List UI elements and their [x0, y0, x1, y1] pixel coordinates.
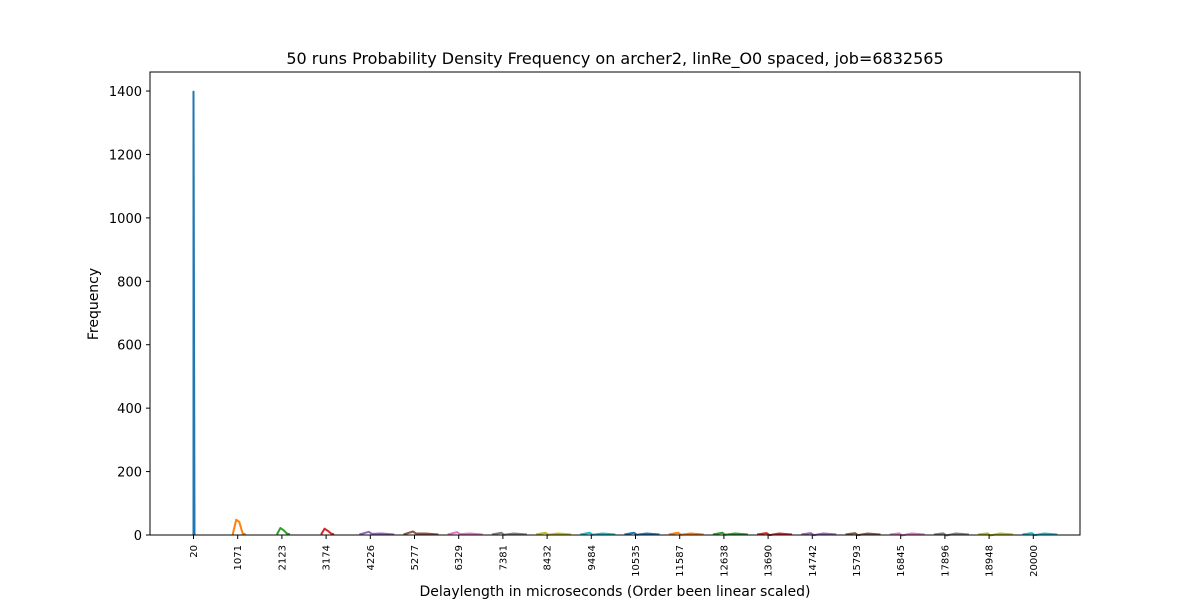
x-axis-label: Delaylength in microseconds (Order been …: [420, 584, 811, 600]
x-tick-label: 14742: [808, 545, 819, 577]
density-series-1071: [231, 518, 247, 536]
x-tick-label: 17896: [940, 545, 951, 577]
x-tick-label: 11587: [675, 545, 686, 577]
y-axis: 0 200 400 600 800 1000 1200 1400: [109, 85, 150, 544]
x-tick-label: 15793: [852, 545, 863, 577]
y-tick-label: 600: [117, 339, 142, 354]
x-tick-label: 20000: [1029, 545, 1040, 577]
y-tick-label: 1000: [109, 212, 142, 227]
x-tick-label: 10535: [631, 545, 642, 577]
density-series-4226: [359, 530, 395, 536]
x-tick-label: 1071: [233, 545, 244, 570]
density-series-10535: [624, 531, 660, 536]
density-series-11587: [668, 531, 704, 536]
density-series-20: [192, 90, 196, 536]
y-tick-label: 800: [117, 275, 142, 290]
y-tick-label: 0: [134, 529, 142, 544]
density-series-2123: [276, 527, 291, 536]
x-tick-label: 8432: [543, 545, 554, 570]
y-axis-label: Frequency: [86, 268, 102, 340]
density-series-12638: [712, 531, 748, 536]
x-tick-label: 9484: [587, 545, 598, 570]
y-tick-label: 200: [117, 466, 142, 481]
density-series-7381: [491, 531, 527, 536]
density-series-8432: [535, 531, 572, 536]
x-tick-label: 7381: [498, 545, 509, 570]
density-series-5277: [403, 530, 439, 536]
x-tick-label: 4226: [366, 545, 377, 570]
x-tick-label: 18948: [985, 545, 996, 577]
chart-title: 50 runs Probability Density Frequency on…: [286, 49, 943, 69]
y-tick-label: 400: [117, 402, 142, 417]
x-tick-label: 13690: [764, 545, 775, 577]
density-series-3174: [320, 527, 335, 536]
y-tick-label: 1200: [109, 148, 142, 163]
x-tick-label: 20: [189, 545, 200, 558]
x-tick-label: 16845: [896, 545, 907, 577]
x-tick-label: 5277: [410, 545, 421, 570]
x-axis: 20 1071 2123 3174 4226 5277 6329 7381 8432 9484 10…: [189, 535, 1040, 577]
x-tick-label: 3174: [322, 545, 333, 570]
plot-area: [192, 90, 1058, 537]
x-tick-label: 6329: [454, 545, 465, 570]
density-series-6329: [447, 531, 483, 536]
x-tick-label: 2123: [277, 545, 288, 570]
axes-frame: [149, 71, 1081, 536]
density-series-9484: [580, 531, 616, 536]
x-tick-label: 12638: [719, 545, 730, 577]
y-tick-label: 1400: [109, 85, 142, 100]
